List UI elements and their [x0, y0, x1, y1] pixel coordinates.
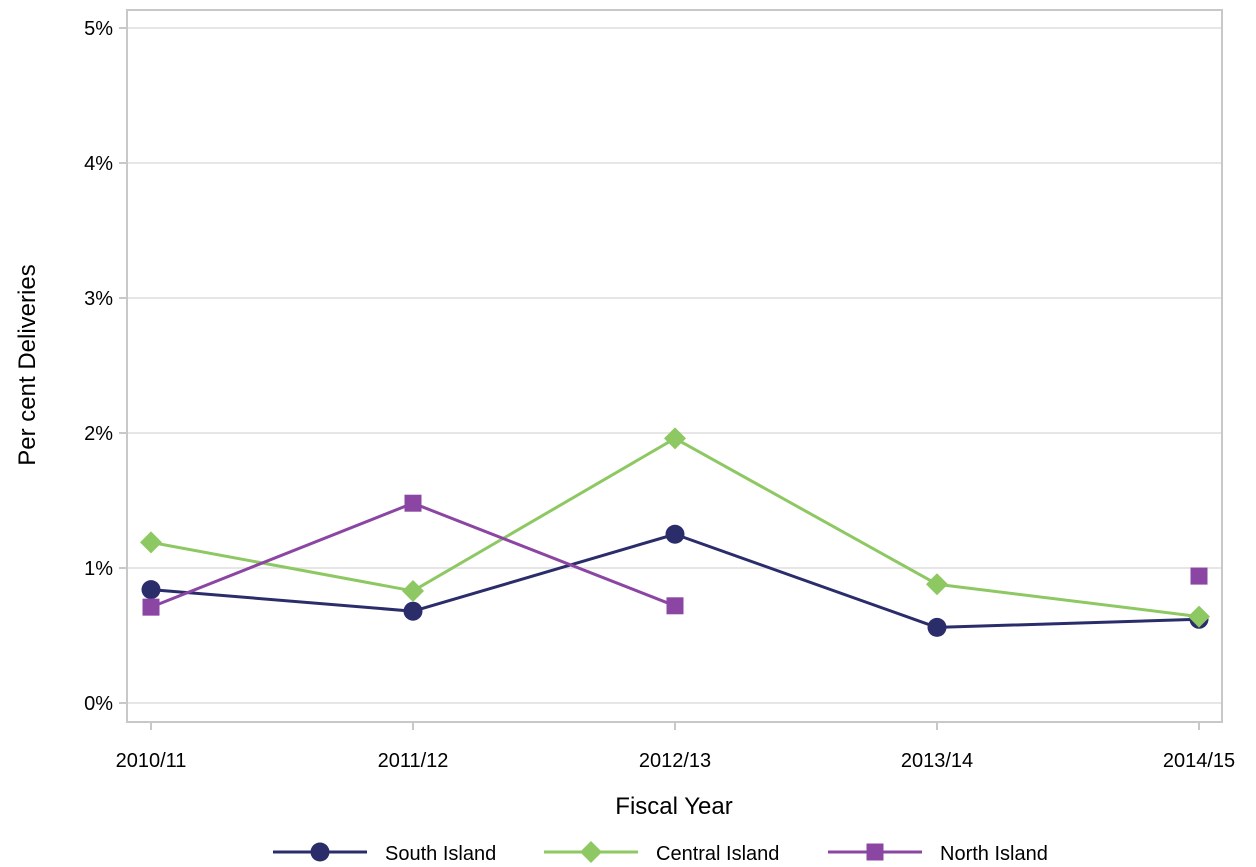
x-axis-title: Fiscal Year [615, 793, 732, 820]
data-point [666, 597, 684, 615]
data-point [141, 580, 161, 600]
legend-marker [580, 841, 602, 863]
data-point [403, 601, 423, 621]
series-north-island [142, 494, 1208, 616]
data-point [1188, 605, 1210, 628]
series-central-island [140, 427, 1210, 628]
data-point [665, 524, 685, 544]
legend-label: South Island [385, 843, 496, 865]
data-point [140, 531, 162, 554]
y-tick-label: 4% [84, 153, 113, 175]
series-south-island [141, 524, 1209, 637]
axis-ticks [119, 27, 1200, 730]
series-layer [140, 427, 1210, 637]
data-point [926, 573, 948, 596]
legend-marker [866, 843, 884, 861]
data-point [404, 494, 422, 512]
legend-item: South Island [273, 842, 496, 865]
y-tick-label: 3% [84, 288, 113, 310]
legend-item: Central Island [544, 841, 779, 865]
legend: South Island Central Island North Island [273, 841, 1048, 865]
data-point [402, 579, 424, 602]
legend-marker [310, 842, 330, 862]
x-tick-label: 2014/15 [1163, 750, 1235, 772]
x-axis-tick-labels: 2010/11 2011/12 2012/13 2013/14 2014/15 [116, 750, 1236, 772]
y-tick-label: 0% [84, 693, 113, 715]
data-point [664, 427, 686, 450]
x-tick-label: 2012/13 [639, 750, 711, 772]
legend-label: Central Island [656, 843, 779, 865]
legend-label: North Island [940, 843, 1048, 865]
y-tick-label: 2% [84, 423, 113, 445]
x-tick-label: 2010/11 [116, 750, 187, 772]
y-tick-label: 5% [84, 18, 113, 40]
x-tick-label: 2011/12 [378, 750, 449, 772]
data-point [927, 617, 947, 637]
y-tick-label: 1% [84, 558, 113, 580]
legend-item: North Island [828, 843, 1048, 865]
data-point [1190, 567, 1208, 585]
data-point [142, 598, 160, 616]
plot-area-frame [126, 9, 1223, 723]
x-tick-label: 2013/14 [901, 750, 973, 772]
y-axis-title: Per cent Deliveries [14, 264, 41, 465]
y-axis-tick-labels: 0% 1% 2% 3% 4% 5% [84, 18, 113, 715]
